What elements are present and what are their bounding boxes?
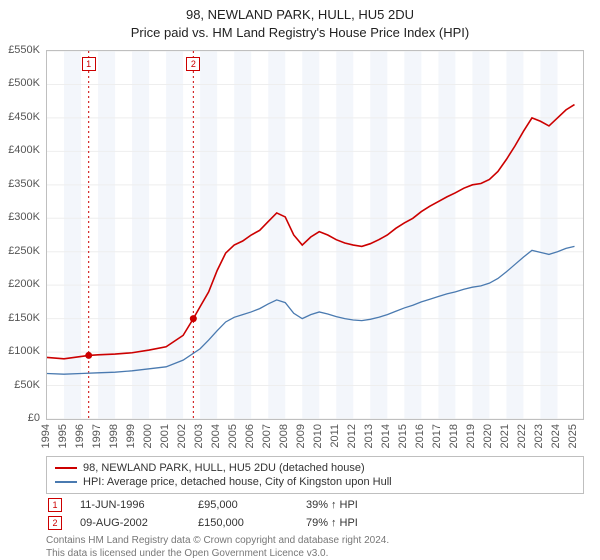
x-tick-label: 2008 xyxy=(278,424,290,448)
x-tick-label: 2022 xyxy=(516,424,528,448)
footer-line-1: Contains HM Land Registry data © Crown c… xyxy=(46,534,584,547)
chart-svg xyxy=(47,51,583,419)
sale-marker-icon: 1 xyxy=(82,57,96,71)
x-tick-label: 2018 xyxy=(448,424,460,448)
x-tick-label: 1996 xyxy=(74,424,86,448)
legend-swatch xyxy=(55,467,77,469)
footer-line-2: This data is licensed under the Open Gov… xyxy=(46,547,584,560)
x-tick-label: 2017 xyxy=(431,424,443,448)
sale-hpi: 79% ↑ HPI xyxy=(306,517,358,529)
x-tick-label: 1995 xyxy=(57,424,69,448)
title-line-1: 98, NEWLAND PARK, HULL, HU5 2DU xyxy=(0,6,600,24)
x-tick-label: 2007 xyxy=(261,424,273,448)
sale-row: 1 11-JUN-1996 £95,000 39% ↑ HPI xyxy=(46,498,584,512)
y-tick-label: £500K xyxy=(8,77,40,89)
y-tick-label: £300K xyxy=(8,211,40,223)
sale-date: 11-JUN-1996 xyxy=(80,499,180,511)
x-tick-label: 2023 xyxy=(533,424,545,448)
x-tick-label: 2025 xyxy=(567,424,579,448)
legend: 98, NEWLAND PARK, HULL, HU5 2DU (detache… xyxy=(46,456,584,494)
x-tick-label: 2000 xyxy=(142,424,154,448)
y-axis-labels: £0£50K£100K£150K£200K£250K£300K£350K£400… xyxy=(0,50,44,420)
footer-note: Contains HM Land Registry data © Crown c… xyxy=(46,534,584,560)
y-tick-label: £100K xyxy=(8,345,40,357)
x-tick-label: 2004 xyxy=(210,424,222,448)
x-tick-label: 2010 xyxy=(312,424,324,448)
y-tick-label: £50K xyxy=(14,379,40,391)
sale-hpi-pct: 79% xyxy=(306,517,328,529)
x-tick-label: 1994 xyxy=(40,424,52,448)
sale-date: 09-AUG-2002 xyxy=(80,517,180,529)
x-tick-label: 2009 xyxy=(295,424,307,448)
y-tick-label: £150K xyxy=(8,312,40,324)
x-tick-label: 2019 xyxy=(465,424,477,448)
x-tick-label: 2002 xyxy=(176,424,188,448)
up-arrow-icon: ↑ xyxy=(331,499,337,511)
y-tick-label: £400K xyxy=(8,144,40,156)
x-tick-label: 2013 xyxy=(363,424,375,448)
x-tick-label: 2021 xyxy=(499,424,511,448)
y-tick-label: £0 xyxy=(28,412,40,424)
legend-swatch xyxy=(55,481,77,483)
x-tick-label: 1997 xyxy=(91,424,103,448)
y-tick-label: £200K xyxy=(8,278,40,290)
y-tick-label: £350K xyxy=(8,178,40,190)
x-tick-label: 2024 xyxy=(550,424,562,448)
x-tick-label: 2011 xyxy=(329,424,341,448)
sale-marker-icon: 2 xyxy=(186,57,200,71)
sale-marker-icon: 1 xyxy=(48,498,62,512)
x-tick-label: 2015 xyxy=(397,424,409,448)
plot-area: 12 xyxy=(46,50,584,420)
sale-price: £95,000 xyxy=(198,499,288,511)
below-chart: 98, NEWLAND PARK, HULL, HU5 2DU (detache… xyxy=(46,456,584,560)
x-tick-label: 1998 xyxy=(108,424,120,448)
up-arrow-icon: ↑ xyxy=(331,517,337,529)
sale-hpi: 39% ↑ HPI xyxy=(306,499,358,511)
x-tick-label: 2006 xyxy=(244,424,256,448)
x-tick-label: 1999 xyxy=(125,424,137,448)
chart-title: 98, NEWLAND PARK, HULL, HU5 2DU Price pa… xyxy=(0,0,600,41)
y-tick-label: £250K xyxy=(8,245,40,257)
legend-label: 98, NEWLAND PARK, HULL, HU5 2DU (detache… xyxy=(83,462,365,474)
y-tick-label: £550K xyxy=(8,44,40,56)
legend-row: 98, NEWLAND PARK, HULL, HU5 2DU (detache… xyxy=(55,461,575,475)
x-axis-labels: 1994199519961997199819992000200120022003… xyxy=(46,422,584,456)
x-tick-label: 2005 xyxy=(227,424,239,448)
sale-hpi-suffix: HPI xyxy=(340,517,358,529)
chart-container: 98, NEWLAND PARK, HULL, HU5 2DU Price pa… xyxy=(0,0,600,560)
sale-hpi-suffix: HPI xyxy=(340,499,358,511)
sale-marker-icon: 2 xyxy=(48,516,62,530)
sale-row: 2 09-AUG-2002 £150,000 79% ↑ HPI xyxy=(46,516,584,530)
sale-hpi-pct: 39% xyxy=(306,499,328,511)
legend-row: HPI: Average price, detached house, City… xyxy=(55,475,575,489)
x-tick-label: 2014 xyxy=(380,424,392,448)
sale-price: £150,000 xyxy=(198,517,288,529)
x-tick-label: 2003 xyxy=(193,424,205,448)
legend-label: HPI: Average price, detached house, City… xyxy=(83,476,392,488)
x-tick-label: 2012 xyxy=(346,424,358,448)
title-line-2: Price paid vs. HM Land Registry's House … xyxy=(0,24,600,42)
x-tick-label: 2016 xyxy=(414,424,426,448)
x-tick-label: 2020 xyxy=(482,424,494,448)
y-tick-label: £450K xyxy=(8,111,40,123)
x-tick-label: 2001 xyxy=(159,424,171,448)
